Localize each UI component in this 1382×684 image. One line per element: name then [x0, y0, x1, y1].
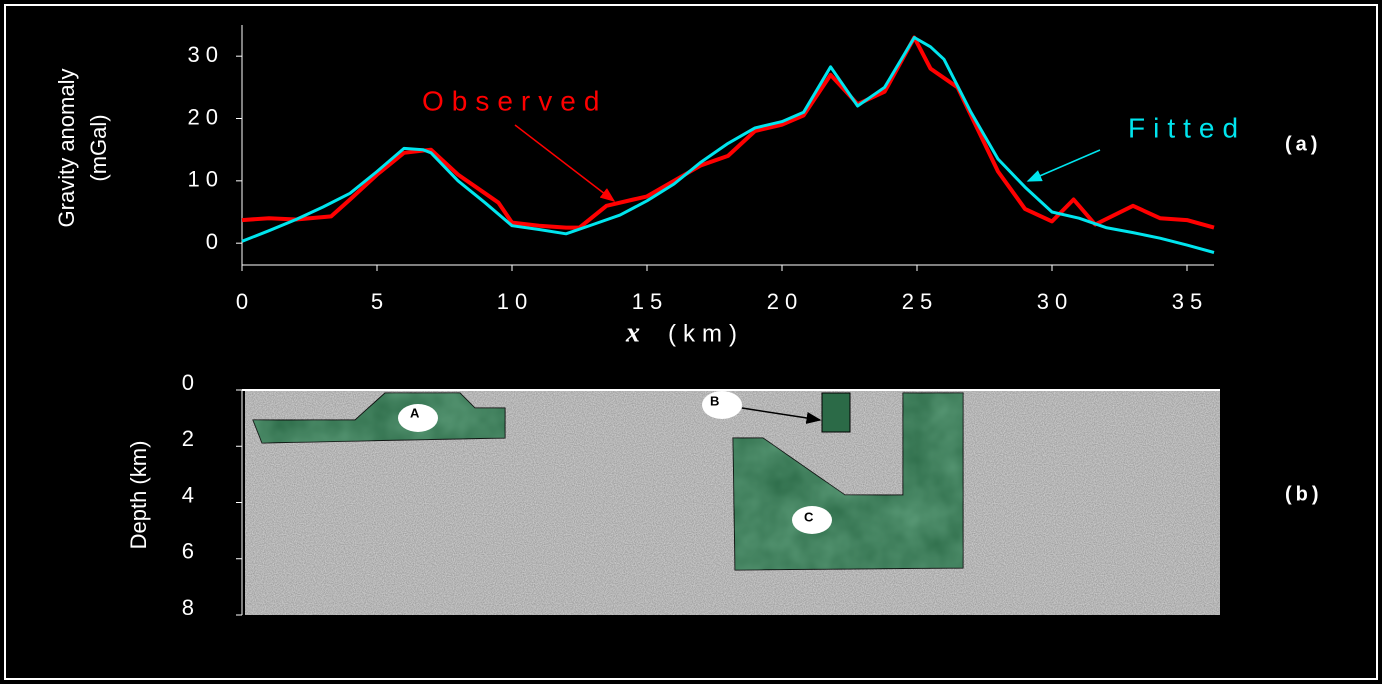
- y-tick-label: 0: [182, 370, 200, 395]
- figure: 010203005101520253035Gravity anomaly(mGa…: [0, 0, 1382, 684]
- x-tick-label: 30: [1037, 289, 1073, 314]
- y-tick-label: 20: [188, 104, 224, 129]
- y-axis-label: Gravity anomaly: [54, 69, 79, 228]
- y-axis-label: Depth (km): [126, 441, 151, 550]
- body-label: B: [710, 393, 719, 408]
- panel-b: A B C 0 2 4 6 8 Depth (km) (b): [126, 370, 1323, 620]
- label-bubble: [702, 391, 742, 419]
- x-tick-label: 25: [902, 289, 938, 314]
- series-label: Fitted: [1128, 112, 1246, 143]
- x-axis-label: (km): [668, 320, 744, 347]
- body-label: C: [804, 509, 814, 524]
- x-tick-label: 20: [767, 289, 803, 314]
- y-tick-label: 8: [182, 595, 200, 620]
- body-b: [822, 393, 850, 432]
- x-axis-label: x: [625, 317, 640, 348]
- y-tick-label: 2: [182, 426, 200, 451]
- x-tick-label: 35: [1172, 289, 1208, 314]
- x-tick-label: 5: [371, 289, 389, 314]
- y-axis-label: (mGal): [86, 114, 111, 181]
- panel-label: (b): [1285, 483, 1323, 505]
- x-tick-label: 15: [632, 289, 668, 314]
- y-tick-label: 0: [206, 229, 224, 254]
- series-label: Observed: [422, 85, 607, 116]
- body-label: A: [410, 405, 420, 420]
- y-tick-label: 4: [182, 482, 200, 507]
- y-tick-label: 30: [188, 42, 224, 67]
- y-tick-label: 6: [182, 539, 200, 564]
- x-tick-label: 0: [236, 289, 254, 314]
- y-tick-label: 10: [188, 167, 224, 192]
- panel-label: (a): [1285, 133, 1321, 155]
- x-tick-label: 10: [497, 289, 533, 314]
